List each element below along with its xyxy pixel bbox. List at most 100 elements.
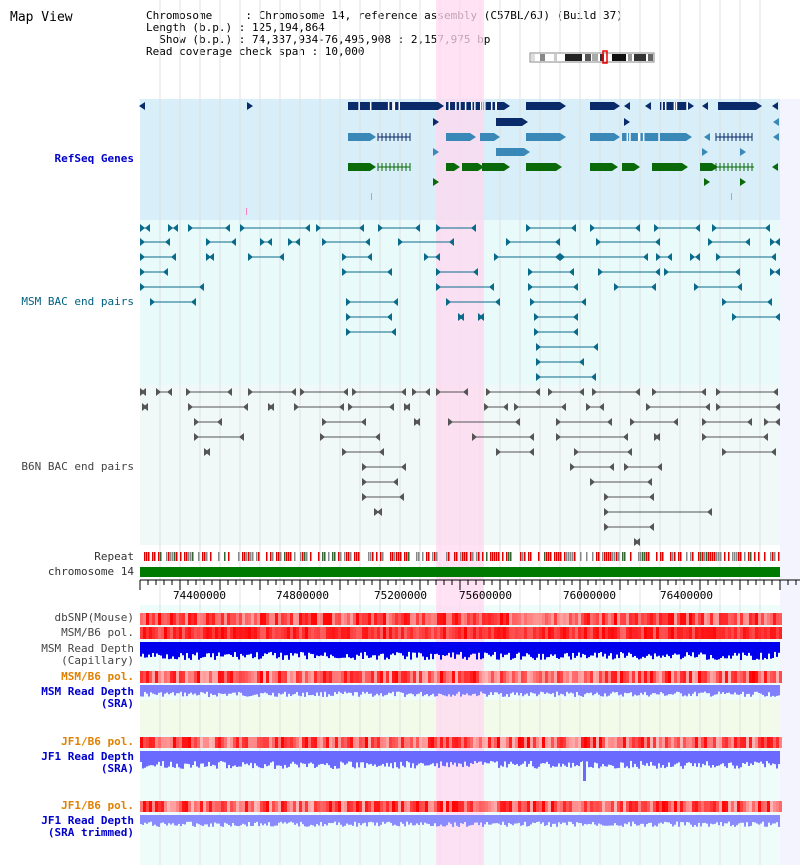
polymorphism-cell [743,671,746,683]
read-depth-bar [712,751,714,766]
read-depth-bar [264,642,266,654]
read-depth-bar [674,815,676,825]
read-depth-bar [150,685,152,693]
bac-end-arrow [316,224,321,232]
read-depth-bar [254,751,256,764]
gene-block [446,102,478,110]
polymorphism-cell [281,801,284,812]
polymorphism-cell [758,627,761,639]
polymorphism-cell [308,613,311,625]
polymorphism-cell [497,613,500,625]
read-depth-bar [604,815,606,826]
read-depth-bar [278,751,280,766]
read-depth-bar [444,815,446,827]
bac-end-arrow [393,298,398,306]
polymorphism-cell [581,671,584,683]
read-depth-bar [416,685,418,695]
read-depth-bar [460,815,462,824]
polymorphism-cell [356,737,359,748]
read-depth-bar [148,815,150,823]
polymorphism-cell [206,801,209,812]
refseq-genes-track[interactable] [139,102,779,215]
read-depth-bar [690,642,692,657]
polymorphism-cell [716,671,719,683]
read-depth-bar [350,685,352,693]
read-depth-bar [180,751,182,769]
read-depth-bar [658,685,660,695]
read-depth-bar [652,751,654,766]
repeat-mark [616,552,618,561]
bac-end-arrow [623,433,628,441]
read-depth-bar [228,642,230,655]
read-depth-bar [734,751,736,769]
read-depth-bar [510,815,512,825]
highlight-region[interactable] [436,0,484,865]
polymorphism-cell [389,737,392,748]
read-depth-bar [556,751,558,767]
read-depth-bar [454,815,456,823]
b6n-bac-track[interactable] [140,388,780,546]
polymorphism-cell [770,613,773,625]
read-depth-bar [272,642,274,656]
read-depth-bar [680,815,682,823]
polymorphism-cell [323,671,326,683]
read-depth-bar [760,751,762,762]
read-depth-bar [634,685,636,695]
read-depth-bar [608,751,610,765]
read-depth-bar [602,815,604,826]
msm-bac-track[interactable] [140,224,780,381]
repeat-mark [482,552,484,561]
bac-end-arrow [141,388,146,396]
read-depth-bar [574,815,576,827]
read-depth-bar [324,751,326,765]
polymorphism-cell [371,613,374,625]
repeat-mark [618,552,620,561]
polymorphism-cell [242,737,245,748]
read-depth-bar [196,751,198,767]
coverage-tracks[interactable] [140,613,782,827]
read-depth-bar [676,815,678,822]
polymorphism-cell [359,613,362,625]
read-depth-bar [142,815,144,825]
polymorphism-cell [407,737,410,748]
chromosome-bar[interactable] [140,567,780,577]
read-depth-bar [206,815,208,825]
read-depth-bar [534,751,536,769]
bac-end-arrow [322,418,327,426]
polymorphism-cell [734,801,737,812]
polymorphism-cell [347,801,350,812]
polymorphism-cell [413,671,416,683]
read-depth-bar [692,815,694,827]
read-depth-bar [494,751,496,763]
gene-exon-gap [471,102,473,110]
polymorphism-cell [230,627,233,639]
read-depth-bar [310,685,312,696]
polymorphism-cell [548,737,551,748]
repeat-mark [176,552,178,561]
bac-end-arrow [240,224,245,232]
polymorphism-cell [668,627,671,639]
read-depth-bar [558,751,560,764]
read-depth-bar [566,685,568,692]
read-depth-bar [632,642,634,658]
read-depth-bar [522,751,524,764]
polymorphism-cell [209,737,212,748]
read-depth-bar [466,685,468,694]
bac-end-arrow [163,268,168,276]
read-depth-bar [444,642,446,656]
polymorphism-cell [458,613,461,625]
bac-end-arrow [348,403,353,411]
read-depth-bar [212,642,214,654]
bac-end-arrow [573,283,578,291]
polymorphism-cell [485,613,488,625]
read-depth-bar [408,642,410,652]
read-depth-bar [196,815,198,824]
chromosome-ideogram[interactable] [529,50,655,64]
repeat-track[interactable] [144,552,780,561]
read-depth-bar [502,815,504,822]
polymorphism-cell [539,627,542,639]
polymorphism-cell [167,737,170,748]
read-depth-bar [694,685,696,692]
read-depth-bar [182,642,184,656]
